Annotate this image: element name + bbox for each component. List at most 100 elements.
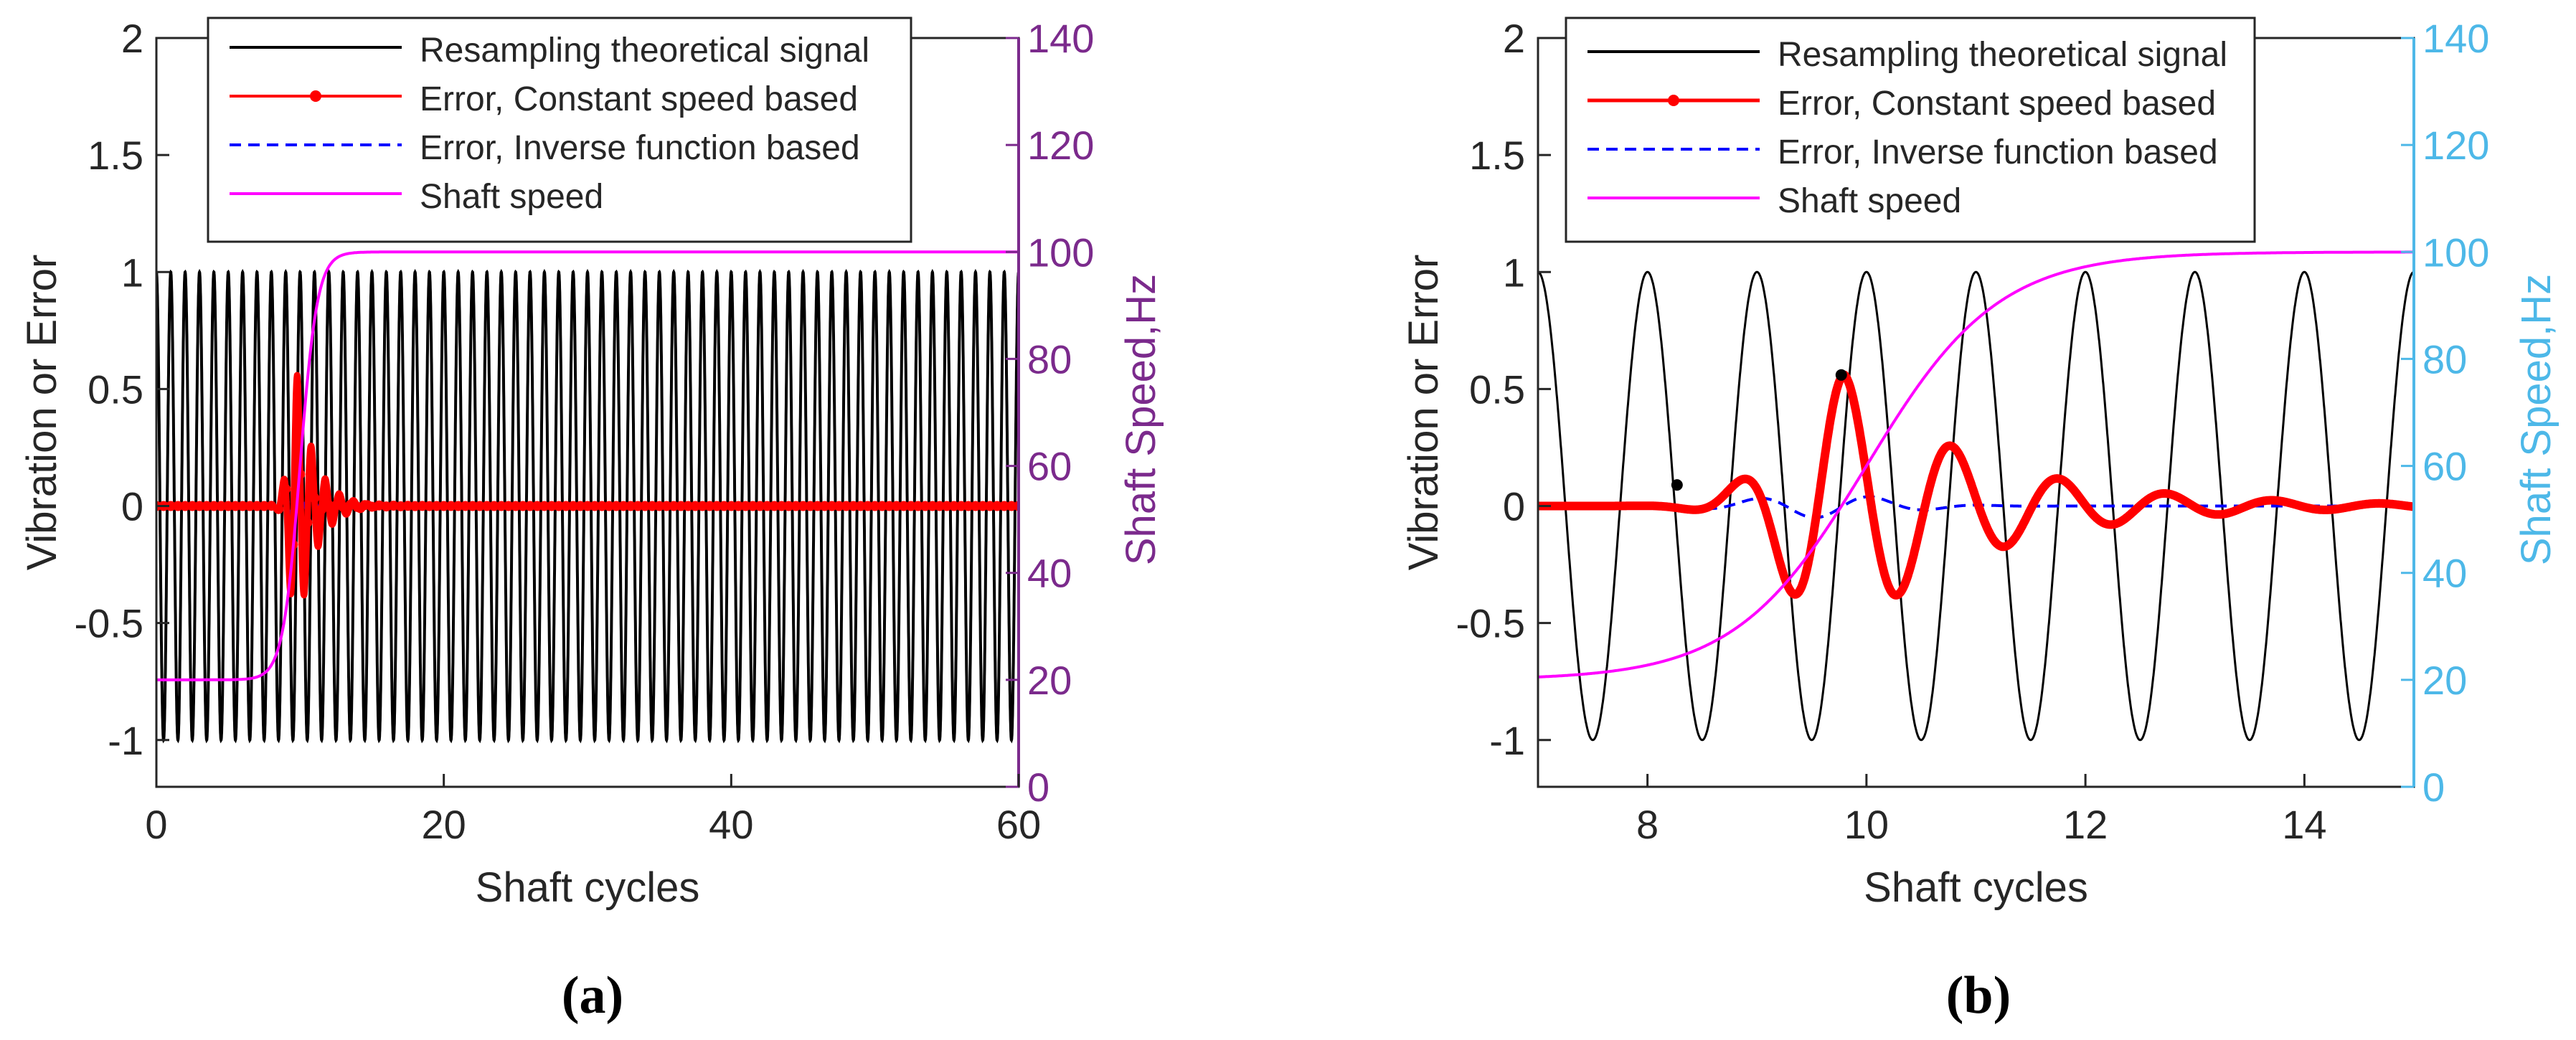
y2-tick-label: 140	[2422, 16, 2489, 61]
error-marker	[438, 501, 449, 511]
error-marker	[991, 501, 1002, 511]
error-marker	[920, 501, 930, 511]
error-marker	[963, 501, 973, 511]
y-tick-label: 2	[1503, 16, 1525, 61]
error-marker	[481, 501, 492, 511]
y2-tick-label: 60	[2422, 444, 2467, 489]
y-tick-label: 1	[1503, 250, 1525, 295]
error-marker	[912, 501, 923, 511]
plot-area	[156, 250, 1019, 744]
error-marker	[575, 501, 585, 511]
x-tick-label: 20	[422, 802, 466, 847]
error-marker	[877, 501, 887, 511]
error-marker	[819, 501, 830, 511]
error-marker	[431, 501, 442, 511]
error-marker	[934, 501, 945, 511]
legend-marker	[310, 90, 321, 102]
error-marker	[259, 501, 270, 511]
error-marker	[669, 501, 679, 511]
error-marker	[747, 501, 758, 511]
error-marker	[733, 501, 744, 511]
legend-label: Error, Constant speed based	[1778, 85, 2216, 123]
error-marker	[683, 501, 694, 511]
error-marker	[647, 501, 658, 511]
y-tick-label: 1.5	[1469, 133, 1525, 178]
error-marker	[948, 501, 959, 511]
error-marker	[467, 501, 478, 511]
y-axis-label: Vibration or Error	[1400, 255, 1447, 571]
error-marker	[977, 501, 988, 511]
legend-label: Resampling theoretical signal	[420, 32, 869, 70]
error-marker	[524, 501, 535, 511]
x-tick-label: 40	[709, 802, 753, 847]
series-resampling-theoretical-signal	[156, 268, 1019, 744]
error-marker	[209, 501, 220, 511]
x-axis-label: Shaft cycles	[1864, 864, 2088, 911]
error-marker	[517, 501, 528, 511]
legend-label: Shaft speed	[1778, 182, 1961, 220]
error-marker	[597, 501, 608, 511]
error-marker	[582, 501, 593, 511]
error-marker	[791, 501, 801, 511]
error-marker	[273, 504, 284, 514]
error-marker	[999, 501, 1009, 511]
error-marker	[640, 501, 651, 511]
y2-tick-label: 100	[1027, 230, 1094, 275]
error-marker	[280, 483, 291, 494]
x-tick-label: 8	[1636, 802, 1659, 847]
error-marker	[489, 501, 499, 511]
error-marker	[460, 501, 471, 511]
error-marker	[324, 500, 334, 511]
error-marker	[194, 501, 205, 511]
series-resampling-theoretical-signal	[1538, 270, 2414, 742]
x-tick-label: 14	[2282, 802, 2326, 847]
y2-tick-label: 40	[1027, 551, 1072, 596]
legend-label: Error, Inverse function based	[1778, 133, 2218, 171]
error-marker	[560, 501, 571, 511]
error-marker	[223, 501, 234, 511]
error-marker	[661, 501, 672, 511]
x-tick-label: 10	[1844, 802, 1889, 847]
error-marker	[604, 501, 615, 511]
y2-tick-label: 80	[1027, 336, 1072, 382]
error-marker	[539, 501, 549, 511]
error-marker	[216, 501, 227, 511]
error-marker	[956, 501, 966, 511]
error-marker	[869, 501, 880, 511]
error-marker	[187, 501, 198, 511]
x-tick-label: 0	[145, 802, 167, 847]
error-marker	[769, 501, 780, 511]
error-marker	[410, 501, 420, 511]
error-marker	[230, 501, 241, 511]
error-marker	[941, 501, 952, 511]
error-marker	[905, 501, 916, 511]
y2-tick-label: 20	[1027, 658, 1072, 703]
legend: Resampling theoretical signal Error, Cons…	[1565, 16, 2256, 243]
error-marker	[984, 501, 995, 511]
error-marker	[776, 501, 787, 511]
error-marker	[855, 501, 866, 511]
error-marker	[532, 501, 542, 511]
error-marker	[424, 501, 435, 511]
error-marker	[180, 501, 191, 511]
legend-marker	[1668, 95, 1679, 106]
error-marker	[395, 501, 406, 511]
error-marker	[496, 501, 506, 511]
y-tick-label: 0.5	[88, 367, 143, 412]
legend-label: Error, Constant speed based	[420, 80, 858, 118]
error-marker	[726, 501, 737, 511]
y-tick-label: -1	[1489, 718, 1525, 763]
error-marker	[309, 493, 320, 504]
legend-label: Resampling theoretical signal	[1778, 36, 2227, 74]
error-marker	[546, 501, 557, 511]
y2-tick-label: 100	[2422, 230, 2489, 275]
error-marker	[812, 501, 823, 511]
error-marker	[712, 501, 722, 511]
error-marker	[676, 501, 687, 511]
error-marker	[510, 501, 521, 511]
error-marker	[805, 501, 816, 511]
error-marker	[848, 501, 859, 511]
